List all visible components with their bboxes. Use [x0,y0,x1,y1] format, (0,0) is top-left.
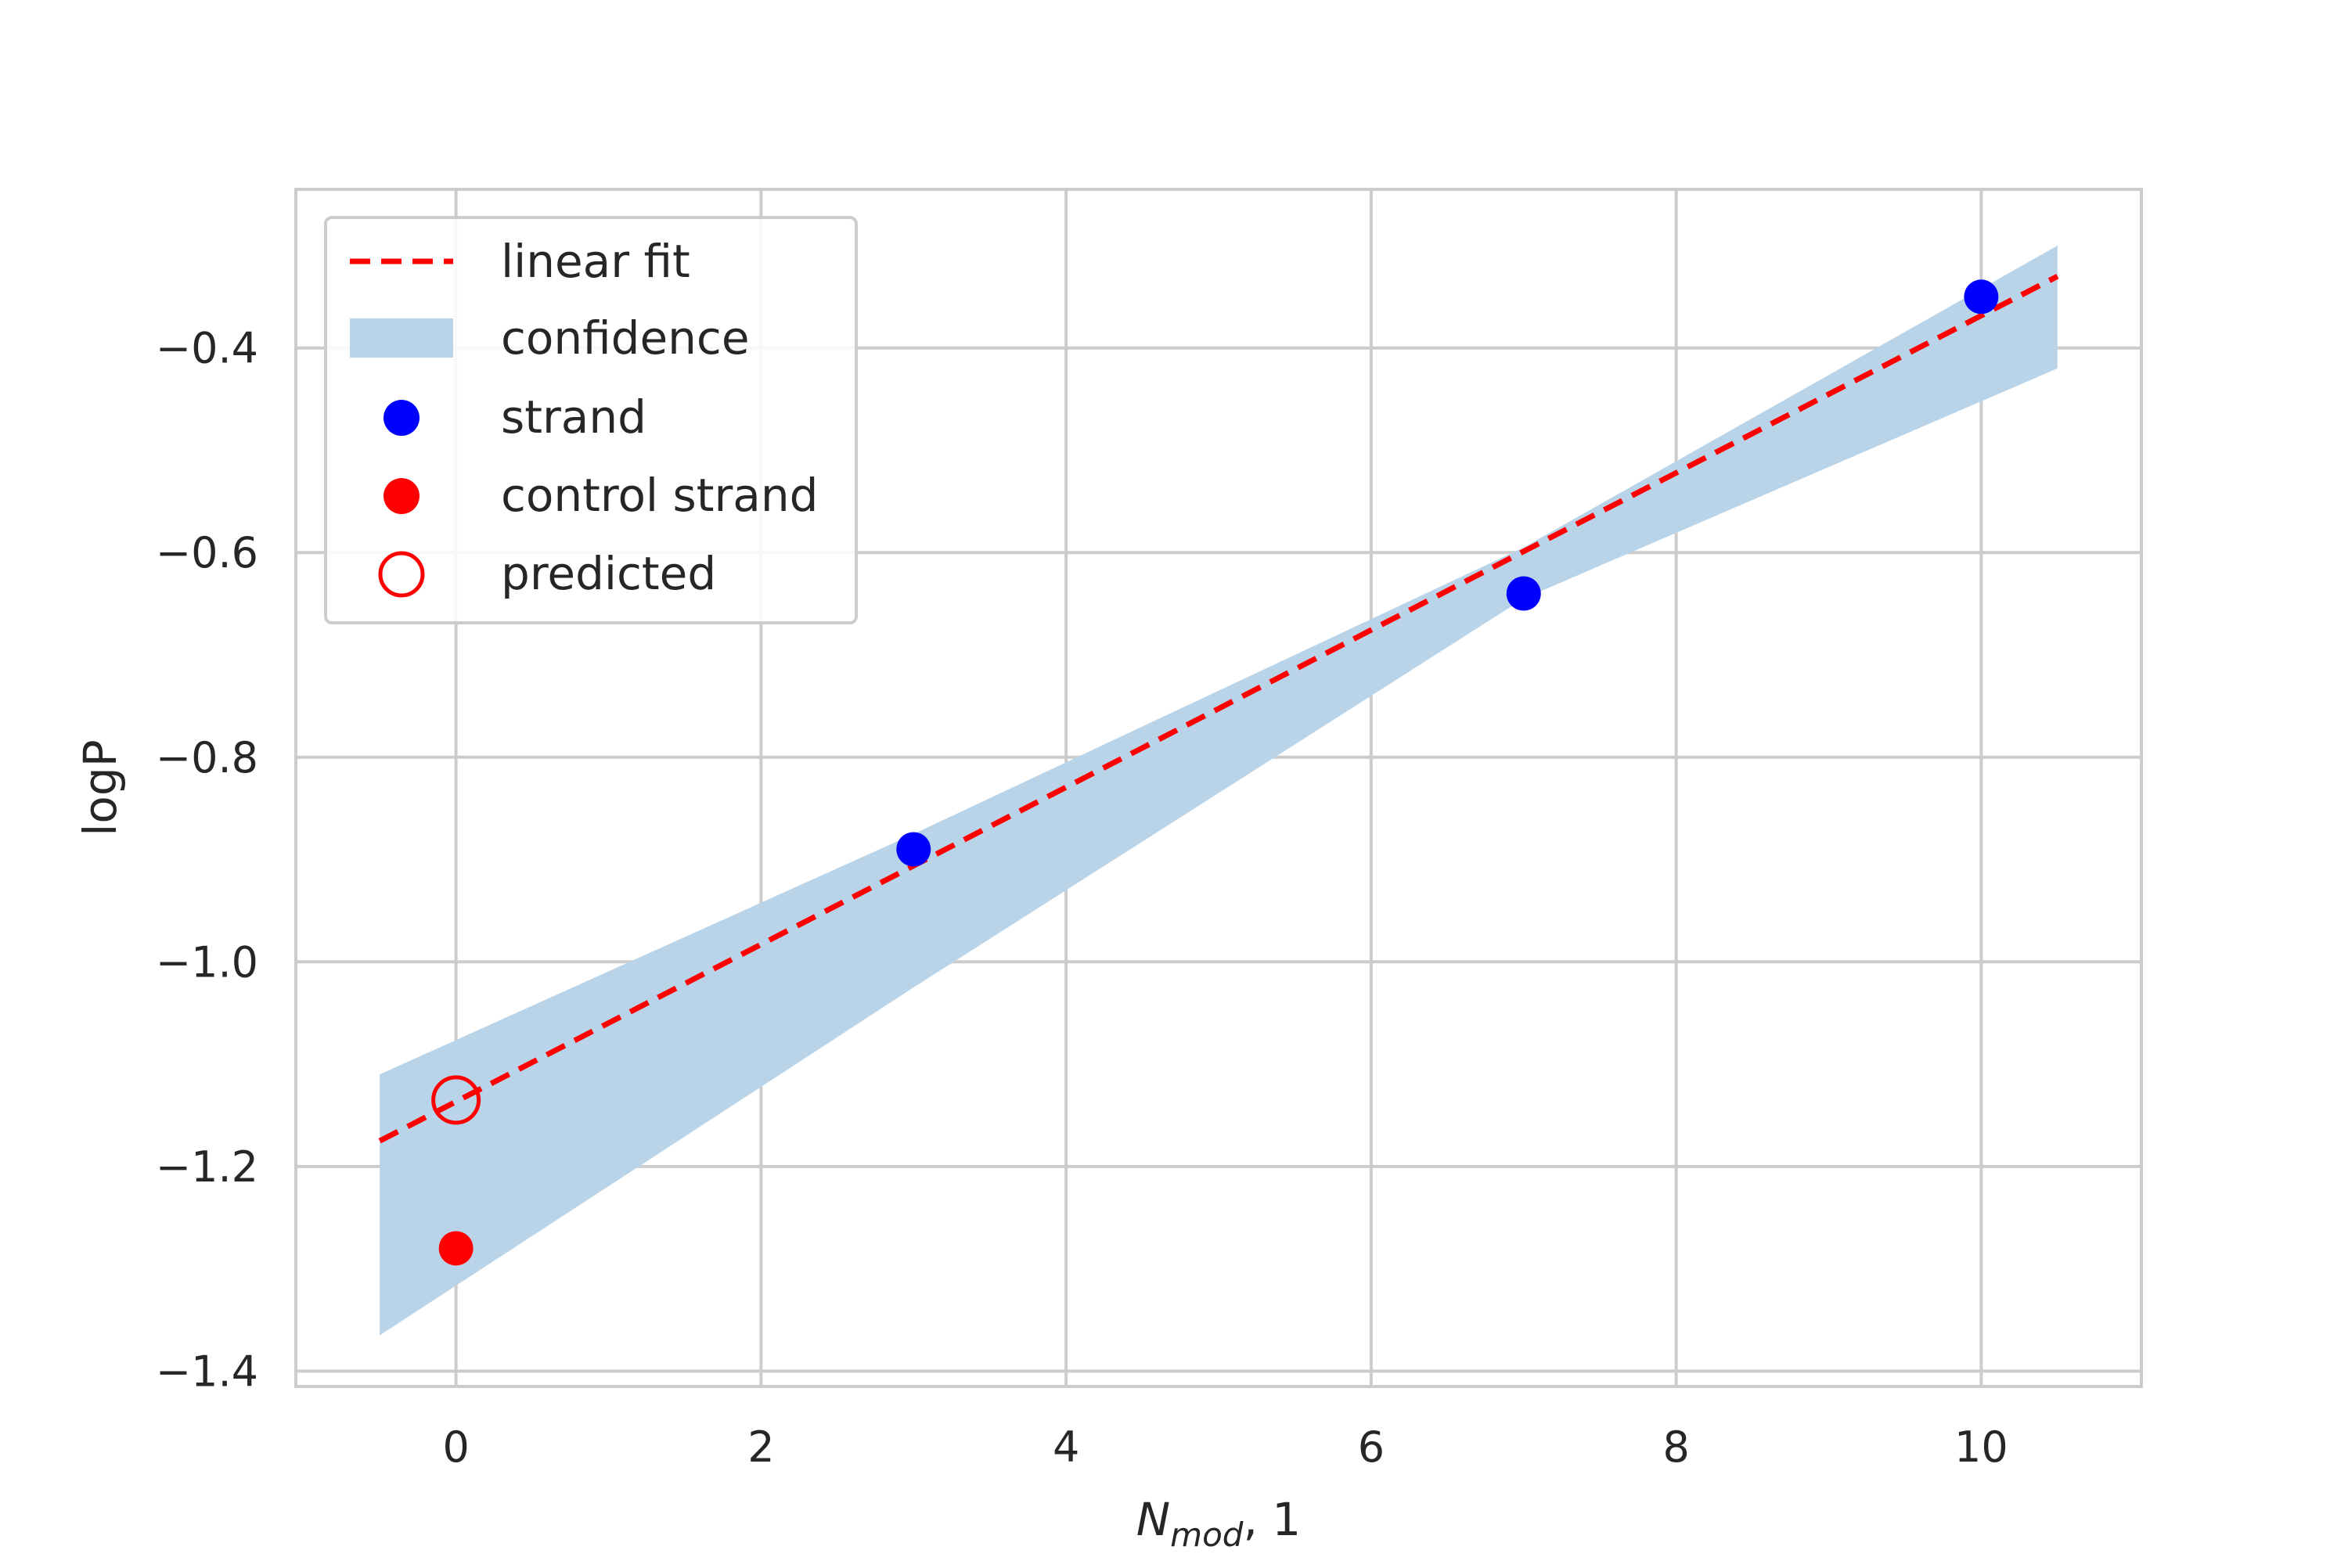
y-axis-label: logP [74,739,127,836]
x-tick-label: 4 [1053,1422,1079,1472]
confidence-band [380,245,2058,1336]
y-tick-labels: −1.4 −1.2 −1.0 −0.8 −0.6 −0.4 [156,324,258,1397]
legend-control-strand-icon [384,478,420,514]
x-tick-labels: 0 2 4 6 8 10 [442,1422,2008,1472]
points-layer [431,279,1999,1266]
x-tick-label: 0 [442,1422,469,1472]
y-tick-label: −1.0 [156,937,258,987]
x-axis-label-suffix: , 1 [1243,1493,1301,1546]
strand-point [1506,576,1541,611]
x-axis-label: Nmod, 1 [1136,1493,1301,1554]
x-tick-label: 8 [1662,1422,1689,1472]
legend-confidence-label: confidence [501,311,750,365]
legend-control-strand-label: control strand [501,469,818,522]
legend-strand-label: strand [501,390,646,444]
x-tick-label: 10 [1954,1422,2008,1472]
linear-fit-line [378,274,2059,1144]
y-tick-label: −0.6 [156,528,258,577]
x-tick-label: 6 [1358,1422,1385,1472]
strand-point [1964,279,1999,315]
x-axis-label-subscript: mod [1170,1516,1244,1554]
y-tick-label: −0.8 [156,733,258,782]
legend-box [324,216,858,624]
legend-confidence-icon [350,318,453,358]
legend-predicted-icon [378,551,425,598]
legend-predicted-label: predicted [501,547,716,600]
y-tick-label: −1.4 [156,1347,258,1396]
confidence-band-layer [380,245,2058,1336]
y-tick-label: −0.4 [156,324,258,373]
y-tick-label: −1.2 [156,1142,258,1192]
linear-fit-layer [378,274,2059,1144]
legend-linear-fit-label: linear fit [501,235,690,288]
x-tick-label: 2 [747,1422,774,1472]
strand-point [896,832,931,867]
x-axis-label-main: N [1136,1493,1170,1546]
legend: linear fit confidence strand control str… [324,216,858,624]
legend-strand-icon [384,400,420,436]
plot-area-frame [294,188,2143,1388]
control-strand-point [438,1231,474,1266]
predicted-point [431,1075,481,1125]
